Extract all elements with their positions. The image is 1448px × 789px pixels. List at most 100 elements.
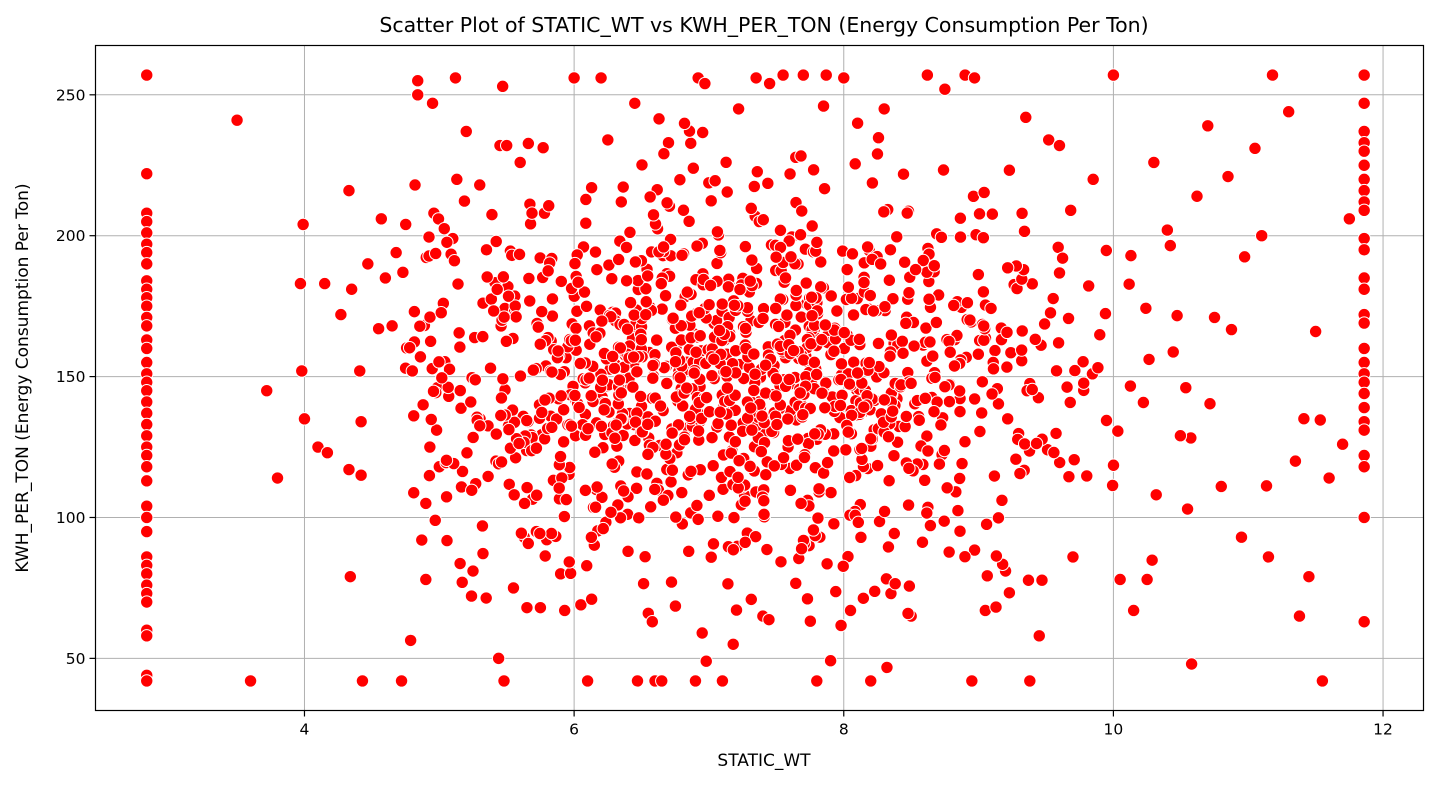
data-point [140,595,154,609]
data-point [794,149,808,163]
data-point [628,96,642,110]
data-point [623,225,637,240]
data-point [902,461,916,476]
data-point [243,674,258,688]
data-point [1357,144,1371,158]
data-point [902,579,917,593]
data-point [704,194,718,208]
data-point [655,674,669,688]
data-point [794,542,809,556]
data-point [668,354,683,369]
data-point [140,474,154,488]
data-point [1025,382,1039,397]
data-point [473,178,487,192]
data-point [938,82,952,96]
data-point [684,136,698,150]
data-point [726,637,740,651]
data-point [1149,488,1163,502]
data-point [769,372,784,386]
data-point [580,559,594,573]
data-point [1062,469,1076,484]
data-point [536,141,550,155]
data-point [771,319,786,334]
data-point [687,366,701,380]
data-point [579,192,593,207]
data-point [702,488,716,503]
data-point [1086,172,1100,187]
data-point [923,518,938,533]
plot-frame [94,44,1425,712]
data-point [612,373,627,387]
data-point [605,272,619,286]
data-point [464,589,479,603]
data-point [758,358,773,372]
data-point [473,419,487,433]
data-point [580,674,595,688]
data-point [545,420,559,435]
data-point [1357,355,1371,370]
data-point [733,282,747,297]
data-point [783,483,798,497]
data-point [830,304,844,318]
data-point [927,404,941,419]
data-point [464,395,478,409]
data-point [495,79,510,94]
data-point [781,412,795,426]
data-point [789,283,804,298]
data-point [1357,423,1371,437]
data-point [979,517,994,532]
data-point [719,155,733,169]
data-point [1046,291,1060,306]
data-point [483,361,498,375]
data-point [437,221,451,236]
data-point [1335,437,1350,451]
data-point [533,526,547,541]
data-point [1357,231,1371,246]
data-point [1000,325,1014,340]
data-point [953,524,967,538]
data-point [789,458,804,472]
data-point [541,264,555,278]
data-point [841,280,856,294]
data-point [584,530,599,544]
data-point [960,296,975,310]
data-point [967,543,982,557]
data-point [1179,381,1193,395]
data-point [973,424,987,439]
data-point [1013,466,1027,481]
data-point [748,529,763,544]
data-point [820,557,834,571]
data-point [820,455,835,470]
data-point [556,403,571,417]
data-point [664,475,678,489]
data-point [666,311,680,325]
data-point [660,376,674,391]
data-point [557,603,572,618]
data-point [1105,478,1120,493]
x-tick-label: 10 [1104,721,1124,739]
data-point [1068,363,1082,378]
data-point [899,409,914,424]
data-point [1342,212,1357,226]
data-point [1357,460,1371,474]
data-point [270,471,285,485]
data-point [824,485,838,500]
data-point [572,400,586,415]
data-point [646,358,660,373]
data-point [422,468,437,483]
data-point [1190,189,1204,203]
x-tick-label: 12 [1373,721,1393,739]
data-point [703,278,718,293]
data-point [852,332,867,347]
data-point [616,484,631,498]
data-point [912,413,926,427]
data-point [762,612,776,627]
data-point [1017,437,1032,451]
data-point [1067,452,1081,467]
data-point [1140,572,1154,587]
data-point [649,333,664,347]
data-point [927,259,941,273]
data-point [782,372,796,387]
data-point [958,435,972,449]
data-point [440,235,454,249]
